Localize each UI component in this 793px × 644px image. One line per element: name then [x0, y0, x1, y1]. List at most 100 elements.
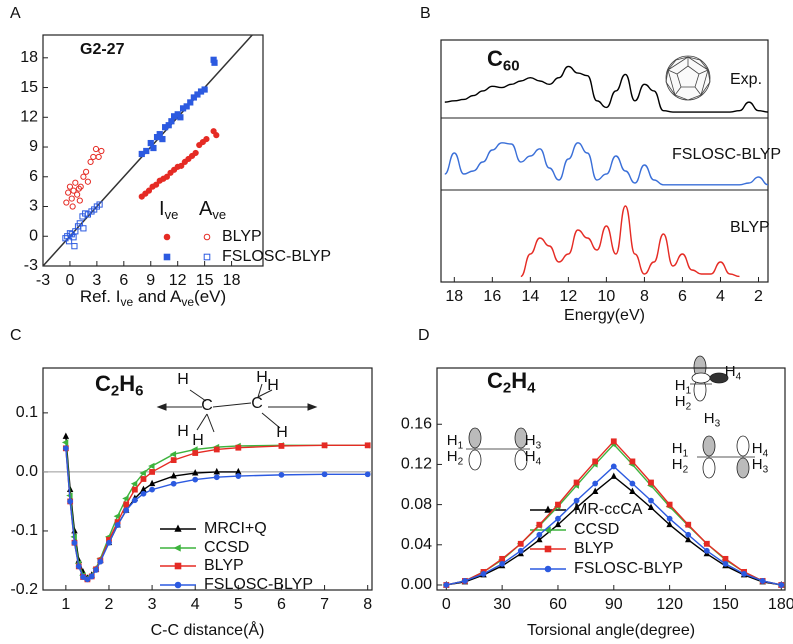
text-part: 4 [736, 371, 742, 382]
chart-title: C2H4 [487, 368, 536, 397]
marker [75, 185, 83, 192]
marker [610, 472, 618, 479]
x-tick-label: 6 [277, 596, 286, 613]
marker [629, 458, 636, 465]
marker [93, 567, 99, 573]
atom-label: H [177, 423, 189, 440]
text-part: H [752, 456, 763, 473]
text-part: H [525, 432, 536, 449]
text-part: H [511, 368, 527, 393]
legend-marker [544, 545, 552, 553]
legend-label: CCSD [204, 539, 249, 556]
marker [75, 563, 82, 570]
atom-label: H [177, 371, 189, 388]
marker [92, 145, 100, 153]
plot-frame [436, 367, 786, 591]
legend-label: FSLOSC-BLYP [204, 576, 313, 593]
x-tick-label: 5 [234, 596, 243, 613]
marker [169, 450, 177, 458]
marker [140, 490, 147, 497]
x-tick-label: 90 [605, 596, 623, 613]
atom-label: H [256, 369, 268, 386]
text-part: H [675, 393, 686, 410]
x-tick-label: 180 [768, 596, 793, 613]
series-line [65, 448, 368, 581]
marker [156, 131, 163, 138]
text-part: ve [181, 295, 194, 309]
marker [203, 135, 210, 143]
atom-label: H4 [752, 440, 769, 459]
legend-marker [174, 562, 182, 570]
y-tick-label: 9 [29, 138, 38, 155]
marker [131, 497, 138, 504]
legend-column: Ive [159, 198, 178, 222]
marker [499, 555, 506, 562]
x-tick-label: 16 [483, 288, 501, 305]
text-part: H [447, 432, 458, 449]
marker [170, 457, 177, 464]
panel-letter: C [10, 327, 22, 344]
marker [63, 199, 70, 206]
marker [106, 539, 112, 546]
marker [364, 471, 371, 478]
text-part: H [119, 371, 135, 396]
marker [235, 444, 242, 451]
x-tick-label: 2 [105, 596, 114, 613]
legend-column: Ave [199, 198, 226, 222]
marker [62, 445, 69, 452]
marker [536, 521, 543, 528]
atom-label: H [267, 377, 279, 394]
text-part: and [133, 287, 170, 306]
marker [76, 220, 83, 227]
text-part: 1 [458, 440, 464, 451]
x-tick-label: 4 [191, 596, 200, 613]
marker [70, 187, 77, 194]
atom-label: H3 [704, 410, 721, 429]
x-tick-label: 18 [223, 272, 241, 289]
marker [629, 487, 636, 494]
x-tick-label: 150 [712, 596, 739, 613]
legend-label: BLYP [574, 540, 614, 557]
atom-label: H [276, 424, 288, 441]
marker [147, 139, 154, 147]
text-part: C [487, 46, 503, 71]
legend-marker [174, 581, 182, 589]
marker [148, 462, 155, 470]
marker [84, 178, 91, 185]
marker [192, 450, 199, 456]
x-tick-label: -3 [36, 272, 50, 289]
marker [71, 243, 78, 250]
text-part: 2 [111, 383, 119, 400]
atom-label: H2 [672, 456, 689, 475]
marker [778, 582, 785, 588]
y-tick-label: 15 [20, 79, 38, 96]
marker [517, 540, 524, 547]
series-label: Exp. [730, 71, 762, 88]
marker [71, 539, 78, 546]
marker [76, 197, 83, 204]
y-tick-label: -0.2 [10, 581, 38, 598]
marker [90, 153, 97, 161]
legend-marker [544, 505, 552, 513]
marker [149, 469, 155, 475]
marker [83, 168, 90, 175]
legend-marker [174, 524, 182, 532]
marker [480, 571, 487, 577]
text-part: H [725, 363, 736, 380]
atom-label: H2 [447, 448, 464, 467]
chart-title: G2-27 [80, 41, 125, 58]
y-tick-label: 0.12 [401, 456, 432, 473]
marker [159, 135, 166, 143]
text-part: 60 [503, 58, 520, 75]
series-label: BLYP [730, 219, 770, 236]
y-tick-label: 0.00 [401, 576, 432, 593]
marker [213, 474, 220, 481]
marker [145, 187, 153, 194]
spectrum-line [444, 142, 769, 186]
marker [96, 201, 103, 208]
text-part: H [752, 440, 763, 457]
text-part: C [487, 368, 503, 393]
marker [140, 485, 147, 493]
y-tick-label: 3 [29, 198, 38, 215]
stretch-arrows [156, 383, 318, 433]
